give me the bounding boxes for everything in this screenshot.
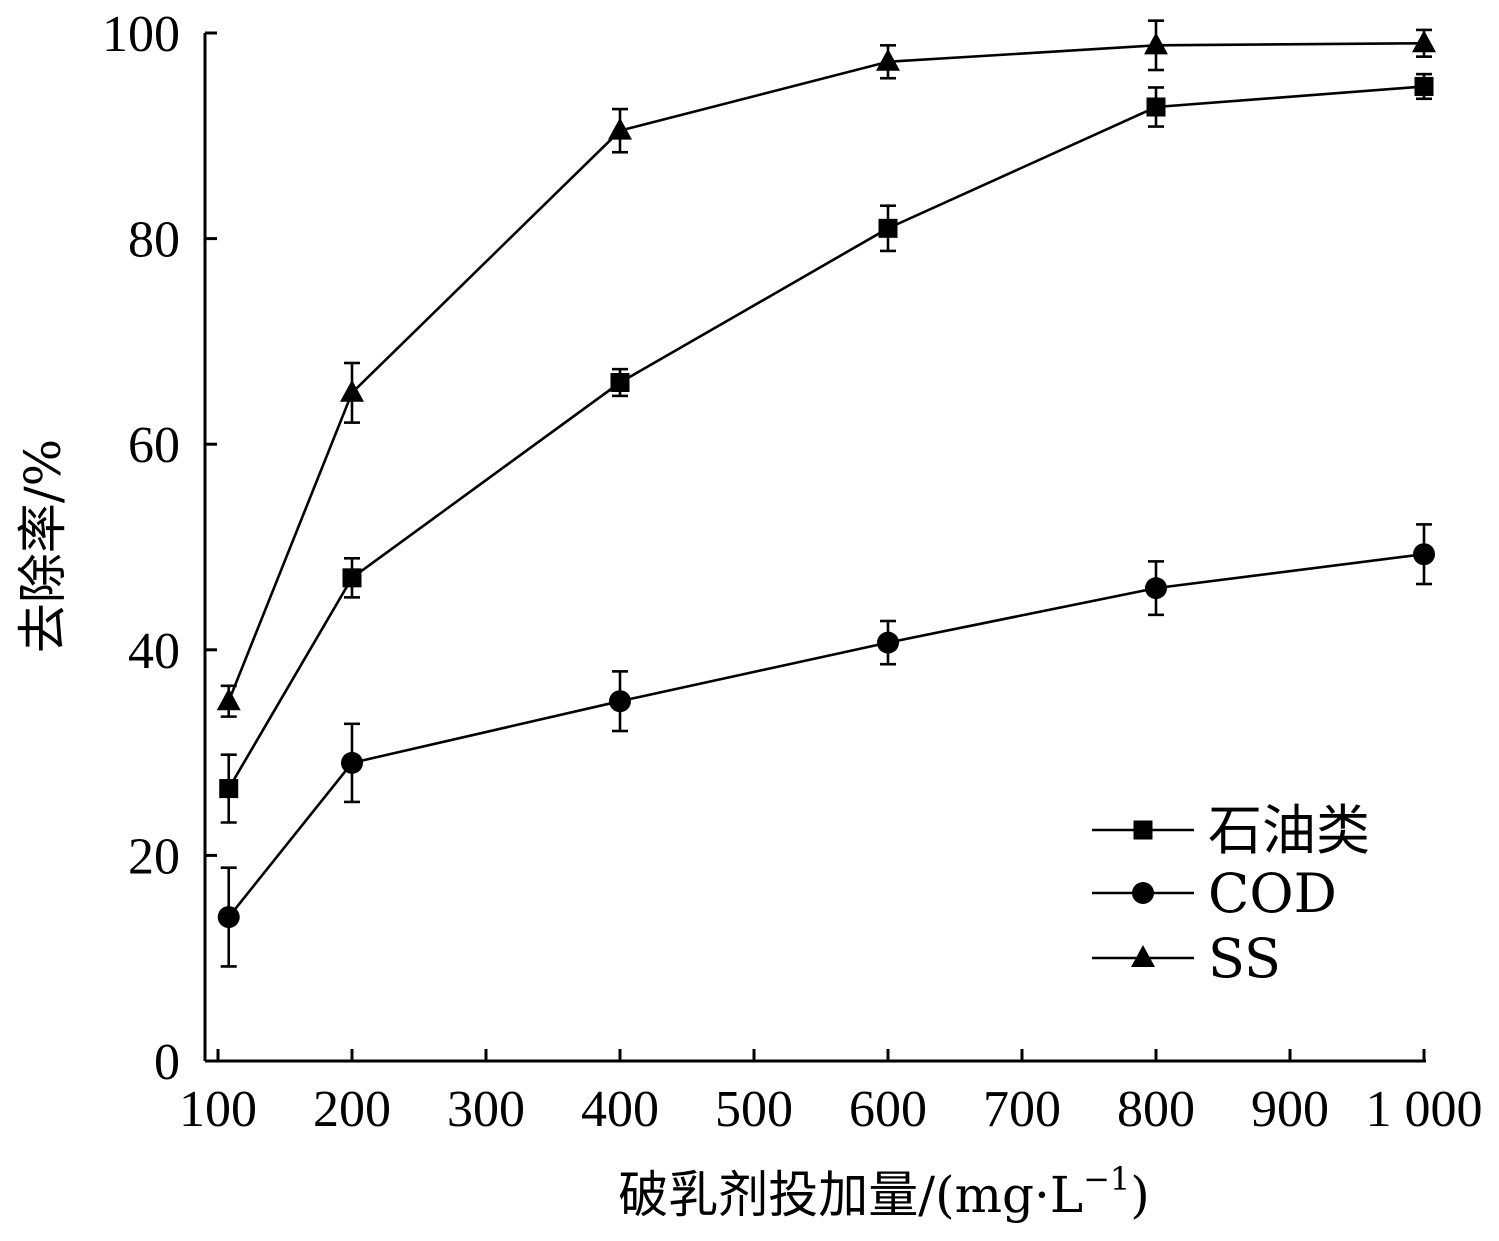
series-line (227, 85, 1425, 790)
data-point (1145, 577, 1167, 600)
data-point (216, 688, 241, 711)
y-tick-label: 80 (128, 212, 180, 269)
data-point (1144, 32, 1168, 55)
data-point (1412, 30, 1436, 53)
x-tick-label: 100 (179, 1081, 257, 1138)
x-tick-label: 600 (849, 1081, 927, 1138)
data-point (1414, 76, 1434, 96)
axes (203, 33, 1426, 1063)
series-line (227, 41, 1425, 702)
data-point (341, 751, 363, 774)
x-tick-label: 500 (715, 1081, 793, 1138)
ticks: 100 200 300 400 500 600 700 800 900 1 000 0 20 40 60 8… (102, 6, 1483, 1138)
y-tick-label: 0 (154, 1034, 180, 1091)
series-line (227, 552, 1425, 918)
legend-marker (1131, 945, 1155, 967)
series-circle (217, 523, 1435, 968)
y-tick-label: 40 (128, 623, 180, 680)
x-tick-label: 300 (447, 1081, 525, 1138)
data-point (342, 568, 362, 588)
data-point (609, 690, 631, 713)
data-point (340, 379, 364, 402)
y-tick-label: 100 (102, 6, 180, 63)
series-triangle (216, 19, 1436, 718)
legend-marker (1133, 820, 1153, 840)
data-point (217, 906, 240, 929)
data-point (876, 48, 900, 71)
y-tick-label: 20 (128, 828, 180, 885)
legend-label: SS (1208, 927, 1281, 990)
x-axis-title-text: 破乳剂投加量/(mg·L (618, 1166, 1083, 1224)
y-tick-label: 60 (128, 417, 180, 474)
x-tick-label: 800 (1117, 1081, 1195, 1138)
data-point (610, 373, 630, 393)
x-tick-label: 900 (1251, 1081, 1329, 1138)
data-point (877, 631, 899, 654)
data-point (608, 117, 632, 140)
legend-item: COD (1092, 862, 1337, 925)
data-point (878, 218, 898, 238)
x-tick-label: 700 (983, 1081, 1061, 1138)
legend-item: SS (1092, 927, 1281, 990)
x-axis-title-close: ) (1130, 1166, 1150, 1224)
data-point (1413, 543, 1435, 566)
x-tick-label: 1 000 (1366, 1081, 1483, 1138)
legend-marker (1132, 882, 1154, 904)
series-layer (216, 19, 1436, 968)
legend-label: COD (1208, 862, 1337, 925)
series-square (219, 72, 1434, 824)
x-tick-label: 200 (313, 1081, 391, 1138)
y-axis-title-text: 去除率/% (14, 439, 72, 653)
legend-item: 石油类 (1092, 799, 1370, 862)
legend-label: 石油类 (1208, 799, 1370, 862)
data-point (219, 779, 239, 799)
x-tick-label: 400 (581, 1081, 659, 1138)
data-point (1146, 97, 1166, 117)
x-axis-title-superscript: −1 (1083, 1160, 1130, 1198)
y-axis-title: 去除率/% (14, 439, 72, 653)
x-axis-title: 破乳剂投加量/(mg·L−1) (618, 1160, 1150, 1224)
